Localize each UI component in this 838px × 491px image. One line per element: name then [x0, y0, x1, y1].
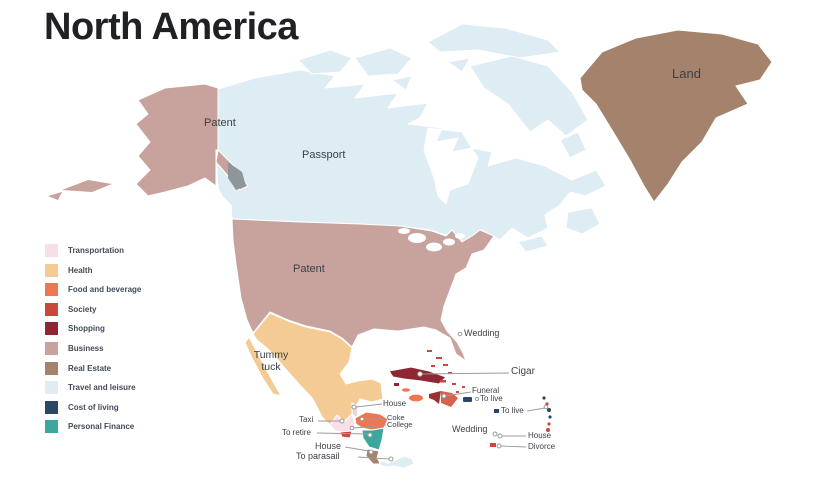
arctic-islands [297, 23, 601, 253]
legend-item-real-estate: Real Estate [45, 361, 141, 375]
label-windward: Wedding [452, 424, 488, 434]
legend-label: Transportation [68, 246, 125, 255]
gray-territory [228, 162, 246, 190]
legend-item-society: Society [45, 302, 141, 316]
legend-item-travel-and-leisure: Travel and leisure [45, 381, 141, 395]
callout-dots [339, 331, 549, 462]
label-el-salvador: College [387, 420, 413, 429]
country-mexico [252, 312, 384, 426]
legend-swatch [45, 244, 58, 257]
legend-label: Real Estate [68, 363, 112, 373]
legend-item-transportation: Transportation [45, 244, 141, 257]
label-nicaragua: To retire [282, 428, 311, 437]
label-honduras: Coke [387, 413, 405, 422]
legend-label: Personal Finance [68, 422, 135, 432]
country-jamaica [409, 394, 423, 402]
legend-label: Cost of living [68, 402, 119, 412]
legend-item-health: Health [45, 263, 141, 277]
isla-juventud [394, 383, 399, 386]
legend-swatch [45, 302, 58, 316]
label-belize: House [383, 399, 407, 408]
legend-label: Shopping [68, 324, 105, 334]
legend: Transportation Health Food and beverage … [45, 244, 141, 440]
label-guatemala: Taxi [299, 415, 314, 424]
legend-swatch [45, 361, 58, 375]
aleutian-islands [48, 180, 112, 200]
country-guatemala [329, 413, 356, 434]
label-puerto-rico: To live [480, 394, 503, 403]
label-greenland: Land [672, 66, 701, 81]
label-cuba: Cigar [511, 366, 535, 377]
label-haiti: Funeral [472, 386, 500, 395]
country-puerto-rico [463, 397, 472, 402]
label-costa-rica: House [315, 441, 342, 451]
legend-item-personal-finance: Personal Finance [45, 420, 141, 434]
legend-swatch [45, 283, 58, 297]
legend-label: Business [68, 343, 104, 353]
great-lakes [398, 228, 465, 252]
legend-label: Travel and leisure [68, 383, 136, 393]
legend-swatch [45, 400, 58, 414]
baja-california [244, 336, 282, 397]
country-haiti [429, 391, 441, 404]
legend-label: Health [68, 265, 93, 275]
legend-item-shopping: Shopping [45, 322, 141, 336]
legend-item-food-and-beverage: Food and beverage [45, 283, 142, 297]
label-bahamas: Wedding [464, 328, 500, 338]
legend-swatch [45, 263, 58, 277]
lesser-antilles-islands [490, 396, 552, 447]
page-title: North America [44, 6, 298, 48]
legend-item-business: Business [45, 341, 141, 355]
label-mexico: Tummy tuck [253, 349, 289, 374]
callout-lines [316, 372, 546, 460]
legend-item-cost-of-living: Cost of living [45, 400, 141, 414]
legend-label: Society [68, 304, 97, 314]
label-panama: To parasail [296, 451, 340, 461]
label-st-lucia: House [528, 431, 552, 440]
cayman-islands [402, 388, 410, 392]
label-canada: Passport [302, 149, 346, 161]
country-greenland [579, 29, 773, 203]
legend-swatch [45, 322, 58, 336]
country-panama [378, 455, 415, 469]
legend-swatch [45, 381, 58, 395]
label-usa: Patent [293, 263, 325, 275]
country-alaska [135, 83, 219, 197]
label-barbados: Divorce [528, 442, 556, 451]
bahamas-islands [427, 350, 465, 393]
country-dominican-republic [441, 391, 458, 407]
legend-label: Food and beverage [68, 285, 142, 295]
label-lesser-antilles: To live [501, 406, 524, 415]
legend-swatch [45, 341, 58, 355]
country-nicaragua [361, 427, 385, 451]
legend-swatch [45, 420, 58, 434]
country-cuba [388, 366, 447, 385]
country-el-salvador [339, 430, 353, 439]
label-alaska: Patent [204, 117, 236, 129]
